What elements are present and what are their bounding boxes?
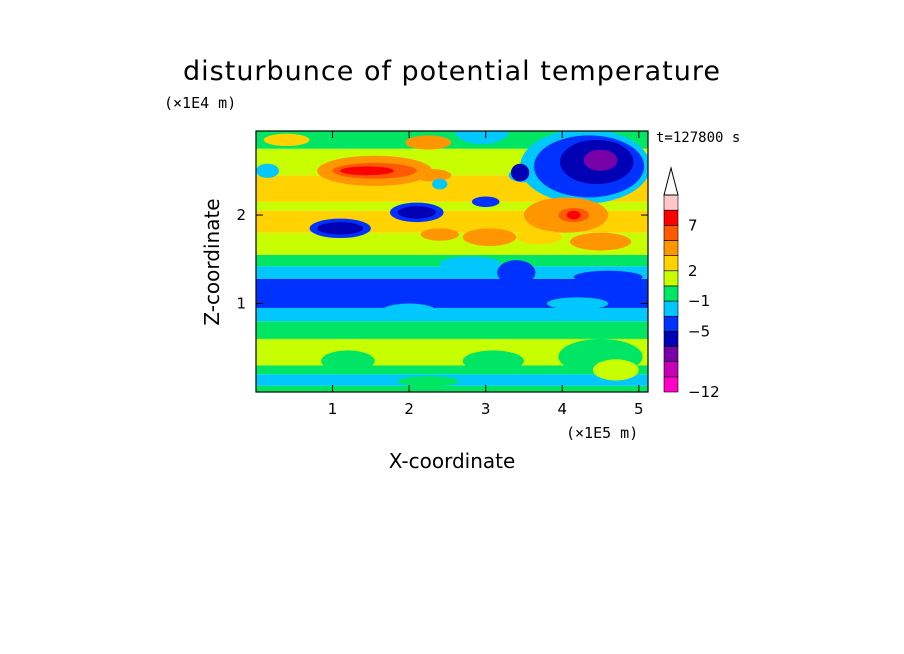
contour-feature [569, 232, 632, 251]
colorbar-swatch [663, 209, 679, 226]
colorbar-swatch [663, 285, 679, 302]
y-tick-label: 1 [236, 295, 246, 313]
contour-feature [397, 376, 459, 387]
x-tick-label: 2 [404, 400, 414, 418]
contour-feature [432, 178, 448, 190]
contour-feature [516, 230, 563, 245]
contour-feature [382, 303, 436, 318]
colorbar-swatch [663, 194, 679, 211]
x-axis-label: X-coordinate [388, 449, 516, 473]
colorbar-tick-label: −12 [688, 383, 720, 401]
contour-band [256, 365, 648, 375]
contour-feature [462, 228, 517, 247]
x-axis-unit: (×1E5 m) [566, 424, 639, 442]
contour-band [256, 307, 648, 322]
contour-feature [471, 196, 500, 208]
contour-feature [412, 169, 452, 182]
y-axis: 12 [236, 206, 648, 313]
colorbar-tick-label: −5 [688, 322, 710, 340]
colorbar: −12−5−127 [663, 166, 720, 401]
x-tick-label: 4 [557, 400, 567, 418]
contour-feature [497, 260, 536, 285]
contour-feature [397, 206, 436, 219]
x-tick-label: 3 [481, 400, 491, 418]
colorbar-swatch [663, 346, 679, 362]
time-stamp: t=127800 s [656, 130, 741, 146]
contour-band [256, 321, 648, 339]
contour-feature [566, 210, 581, 220]
x-tick-label: 1 [328, 400, 338, 418]
contour-feature [462, 350, 524, 372]
colorbar-tick-label: 2 [688, 262, 698, 280]
colorbar-extend-arrow [663, 166, 679, 196]
y-tick-label: 2 [236, 206, 246, 224]
contour-field [256, 131, 648, 392]
contour-feature [455, 131, 509, 145]
contour-feature [546, 297, 609, 310]
contour-feature [592, 359, 639, 381]
contour-feature [405, 135, 452, 150]
x-axis: 1 2 3 4 5 [328, 131, 644, 418]
x-tick-label: 5 [634, 400, 644, 418]
contour-feature [573, 270, 643, 284]
colorbar-swatch [663, 315, 679, 332]
contour-feature [583, 149, 618, 171]
chart-title: disturbunce of potential temperature [183, 56, 721, 87]
colorbar-swatch [663, 300, 679, 317]
contour-feature [256, 163, 279, 178]
contour-feature [340, 166, 394, 176]
plot-frame [255, 130, 649, 393]
contour-band [256, 266, 648, 279]
colorbar-swatch [663, 361, 679, 378]
contour-band [256, 385, 648, 392]
colorbar-swatch [663, 225, 679, 241]
colorbar-tick-label: 7 [688, 216, 698, 234]
contour-feature [263, 133, 310, 147]
contour-band [256, 201, 648, 211]
colorbar-swatch [663, 255, 679, 272]
colorbar-tick-label: −1 [688, 292, 710, 310]
colorbar-swatch [663, 331, 679, 347]
colorbar-swatch [663, 270, 679, 287]
contour-feature [321, 350, 375, 372]
z-axis-unit: (×1E4 m) [164, 94, 237, 112]
contour-feature [439, 256, 501, 271]
colorbar-swatch [663, 376, 679, 393]
contour-feature [510, 163, 530, 182]
contour-feature [420, 228, 459, 241]
contour-feature [317, 222, 364, 235]
colorbar-swatch [663, 240, 679, 256]
